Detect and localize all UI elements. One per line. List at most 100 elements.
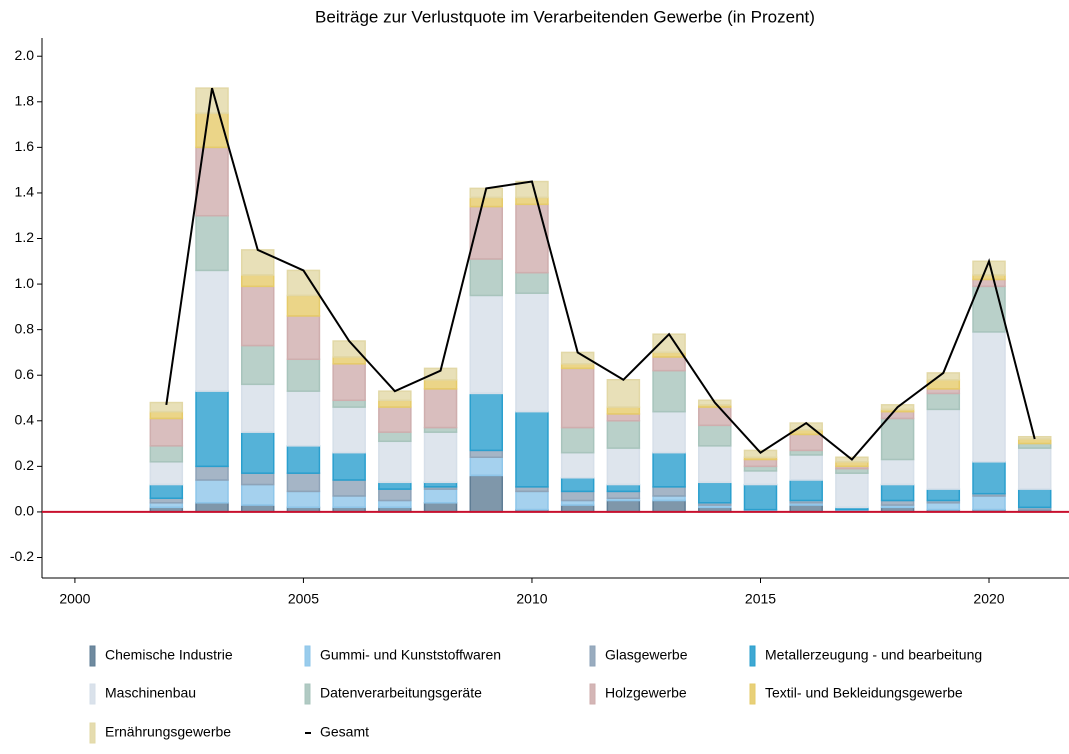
bar-segment (606, 406, 641, 415)
bar-segment (195, 214, 229, 272)
legend-swatch (89, 645, 96, 667)
bar-segment (378, 390, 412, 402)
bar-segment (606, 379, 641, 408)
bar-segment (515, 490, 549, 511)
y-tick-label: 1.4 (15, 184, 35, 200)
bar-segment (240, 483, 275, 506)
bar-segment (286, 269, 321, 297)
x-tick-label: 2020 (973, 591, 1004, 607)
bar-segment (240, 274, 275, 288)
bar-segment (926, 502, 961, 511)
chart-title: Beiträge zur Verlustquote im Verarbeiten… (315, 7, 815, 26)
bar-segment (606, 447, 641, 486)
y-tick-label: 1.2 (15, 229, 35, 245)
bar-segment (149, 461, 184, 486)
bar-segment (560, 476, 595, 493)
legend-swatch (89, 683, 96, 705)
y-tick-label: 2.0 (15, 47, 35, 63)
bar-segment (149, 445, 184, 463)
total-line (165, 87, 1036, 461)
bar-segment (195, 465, 229, 481)
bar-segment (469, 449, 504, 458)
bar-segment (789, 479, 823, 502)
bar-segment (972, 331, 1006, 463)
bar-segment (423, 502, 458, 513)
bar-segment (515, 271, 549, 294)
legend-label: Gummi- und Kunststoffwaren (320, 647, 501, 663)
bar-segment (195, 502, 229, 513)
bar-segment (332, 495, 366, 509)
bar-segment (240, 431, 275, 474)
bar-segment (880, 417, 915, 461)
bar-segment (332, 356, 366, 365)
bar-segment (195, 479, 229, 504)
bar-segment (652, 499, 686, 513)
bar-segment (423, 488, 458, 504)
bar-segment (652, 410, 686, 454)
bar-segment (606, 490, 641, 500)
bar-segment (378, 499, 412, 509)
bar-segment (652, 486, 686, 497)
bar-segment (560, 426, 595, 454)
legend-swatch (89, 722, 96, 744)
bar-segment (469, 196, 504, 208)
bar-segment (378, 399, 412, 408)
bar-segment (515, 410, 549, 488)
bar-segment (1017, 447, 1052, 490)
bar-segment (286, 490, 321, 509)
bar-segment (515, 203, 549, 274)
y-tick-label: 0.2 (15, 457, 35, 473)
x-tick-label: 2010 (516, 591, 547, 607)
bar-segment (606, 483, 641, 493)
bar-segment (789, 433, 823, 452)
legend-label: Maschinenbau (105, 685, 196, 701)
bar-segment (789, 454, 823, 481)
bar-segment (698, 481, 732, 504)
bar-segment (240, 504, 275, 513)
bar-segment (972, 285, 1006, 333)
legend-label: Glasgewerbe (605, 647, 688, 663)
bar-segment (286, 472, 321, 493)
bar-segment (469, 456, 504, 477)
bar-segment (606, 413, 641, 422)
bar-segment (240, 285, 275, 347)
bar-segment (743, 458, 778, 468)
bar-segment (423, 431, 458, 484)
bar-segment (332, 479, 366, 497)
bar-segment (195, 269, 229, 392)
bar-segment (698, 424, 732, 447)
bar-segment (652, 369, 686, 413)
y-tick-label: 1.6 (15, 138, 35, 154)
bar-segment (286, 315, 321, 361)
x-tick-label: 2000 (59, 591, 90, 607)
bar-segment (195, 146, 229, 217)
bar-segment (240, 249, 275, 276)
bar-segment (469, 392, 504, 452)
bar-segment (240, 344, 275, 386)
legend-swatch (749, 645, 756, 667)
bar-segment (149, 417, 184, 447)
legend-label: Chemische Industrie (105, 647, 233, 663)
legend-label: Gesamt (320, 724, 369, 740)
bar-segment (972, 278, 1006, 288)
legend-swatch (749, 683, 756, 705)
bar-segment (926, 408, 961, 490)
legend-label: Textil- und Bekleidungsgewerbe (765, 685, 963, 701)
legend-swatch (304, 645, 311, 667)
bar-segment (332, 406, 366, 454)
bar-segment (469, 258, 504, 297)
legend-swatch (589, 645, 596, 667)
bar-segment (378, 481, 412, 490)
bar-segment (972, 461, 1006, 495)
bar-segment (880, 483, 915, 502)
bar-segment (423, 379, 458, 390)
bar-segment (698, 445, 732, 484)
bar-segment (652, 451, 686, 488)
legend-label: Holzgewerbe (605, 685, 687, 701)
bar-segment (469, 294, 504, 395)
y-tick-label: 0.0 (15, 503, 35, 519)
bar-segment (469, 474, 504, 513)
bar-segment (332, 451, 366, 481)
bar-segment (972, 495, 1006, 511)
bar-segment (286, 390, 321, 447)
